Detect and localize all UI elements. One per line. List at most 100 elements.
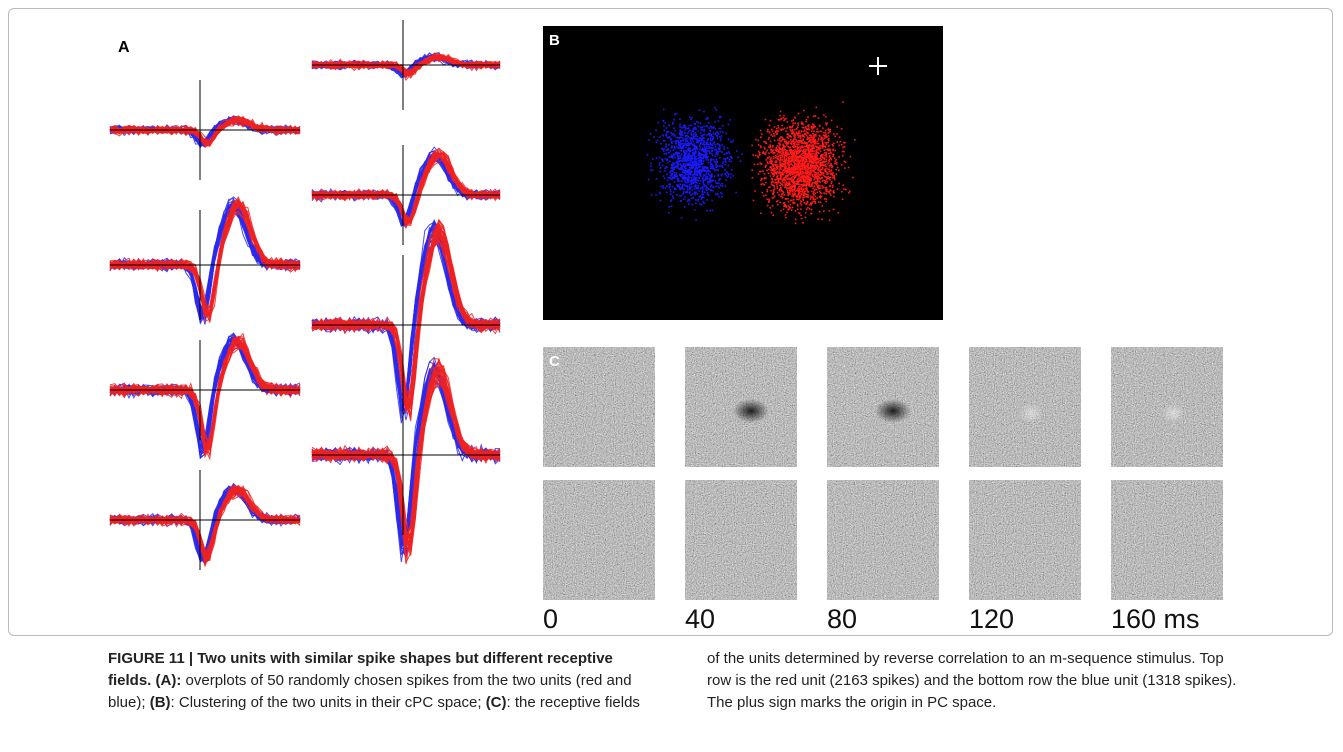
scatter-dot (724, 148, 726, 150)
scatter-dot (775, 155, 777, 157)
scatter-dot (816, 155, 818, 157)
scatter-dot (716, 109, 718, 111)
scatter-dot (773, 158, 775, 160)
scatter-dot (701, 155, 703, 157)
scatter-dot (824, 198, 826, 200)
scatter-dot (797, 209, 799, 211)
scatter-dot (709, 130, 711, 132)
scatter-dot (701, 170, 703, 172)
scatter-dot (848, 167, 850, 169)
scatter-dot (707, 156, 709, 158)
scatter-dot (671, 133, 673, 135)
scatter-dot (844, 167, 846, 169)
scatter-dot (707, 181, 709, 183)
scatter-dot (812, 144, 814, 146)
scatter-dot (775, 157, 777, 159)
scatter-dot (697, 131, 699, 133)
scatter-dot (787, 143, 789, 145)
scatter-dot (710, 189, 712, 191)
scatter-dot (736, 150, 738, 152)
scatter-dot (760, 213, 762, 215)
scatter-dot (703, 134, 705, 136)
scatter-dot (798, 166, 800, 168)
scatter-dot (792, 207, 794, 209)
scatter-dot (698, 158, 700, 160)
scatter-dot (800, 157, 802, 159)
scatter-dot (790, 139, 792, 141)
scatter-dot (770, 141, 772, 143)
scatter-dot (679, 195, 681, 197)
scatter-dot (826, 155, 828, 157)
scatter-dot (821, 219, 823, 221)
scatter-dot (821, 137, 823, 139)
scatter-dot (820, 131, 822, 133)
scatter-dot (795, 223, 797, 225)
scatter-dot (796, 159, 798, 161)
scatter-dot (788, 154, 790, 156)
scatter-dot (792, 125, 794, 127)
scatter-dot (802, 171, 804, 173)
scatter-dot (794, 136, 796, 138)
scatter-dot (843, 188, 845, 190)
scatter-dot (825, 130, 827, 132)
scatter-dot (791, 209, 793, 211)
scatter-dot (807, 117, 809, 119)
scatter-dot (801, 165, 803, 167)
scatter-dot (828, 210, 830, 212)
scatter-dot (801, 201, 803, 203)
spike-trace (312, 155, 500, 223)
scatter-dot (826, 198, 828, 200)
scatter-dot (666, 149, 668, 151)
scatter-dot (731, 141, 733, 143)
scatter-dot (760, 130, 762, 132)
scatter-dot (676, 194, 678, 196)
scatter-dot (779, 151, 781, 153)
scatter-dot (779, 184, 781, 186)
scatter-dot (816, 143, 818, 145)
scatter-dot (798, 137, 800, 139)
scatter-dot (684, 180, 686, 182)
scatter-dot (666, 135, 668, 137)
scatter-dot (793, 161, 795, 163)
scatter-dot (807, 202, 809, 204)
scatter-dot (713, 168, 715, 170)
scatter-dot (817, 172, 819, 174)
scatter-dot (682, 174, 684, 176)
scatter-dot (788, 209, 790, 211)
scatter-dot (842, 151, 844, 153)
scatter-dot (812, 133, 814, 135)
scatter-dot (808, 147, 810, 149)
scatter-dot (826, 167, 828, 169)
scatter-dot (819, 187, 821, 189)
scatter-dot (791, 120, 793, 122)
scatter-dot (700, 147, 702, 149)
scatter-dot (760, 184, 762, 186)
scatter-dot (673, 135, 675, 137)
scatter-dot (706, 168, 708, 170)
scatter-dot (693, 182, 695, 184)
scatter-dot (716, 135, 718, 137)
scatter-dot (817, 169, 819, 171)
scatter-dot (769, 147, 771, 149)
scatter-dot (806, 155, 808, 157)
scatter-dot (826, 159, 828, 161)
scatter-dot (819, 135, 821, 137)
scatter-dot (682, 171, 684, 173)
scatter-dot (794, 151, 796, 153)
scatter-dot (813, 174, 815, 176)
scatter-dot (800, 148, 802, 150)
scatter-dot (823, 211, 825, 213)
scatter-dot (692, 152, 694, 154)
scatter-dot (676, 153, 678, 155)
scatter-dot (821, 159, 823, 161)
scatter-dot (707, 118, 709, 120)
scatter-dot (842, 155, 844, 157)
scatter-dot (668, 137, 670, 139)
scatter-dot (720, 131, 722, 133)
scatter-dot (711, 200, 713, 202)
scatter-dot (797, 123, 799, 125)
scatter-dot (803, 163, 805, 165)
scatter-dot (692, 167, 694, 169)
scatter-dot (812, 201, 814, 203)
scatter-dot (812, 175, 814, 177)
